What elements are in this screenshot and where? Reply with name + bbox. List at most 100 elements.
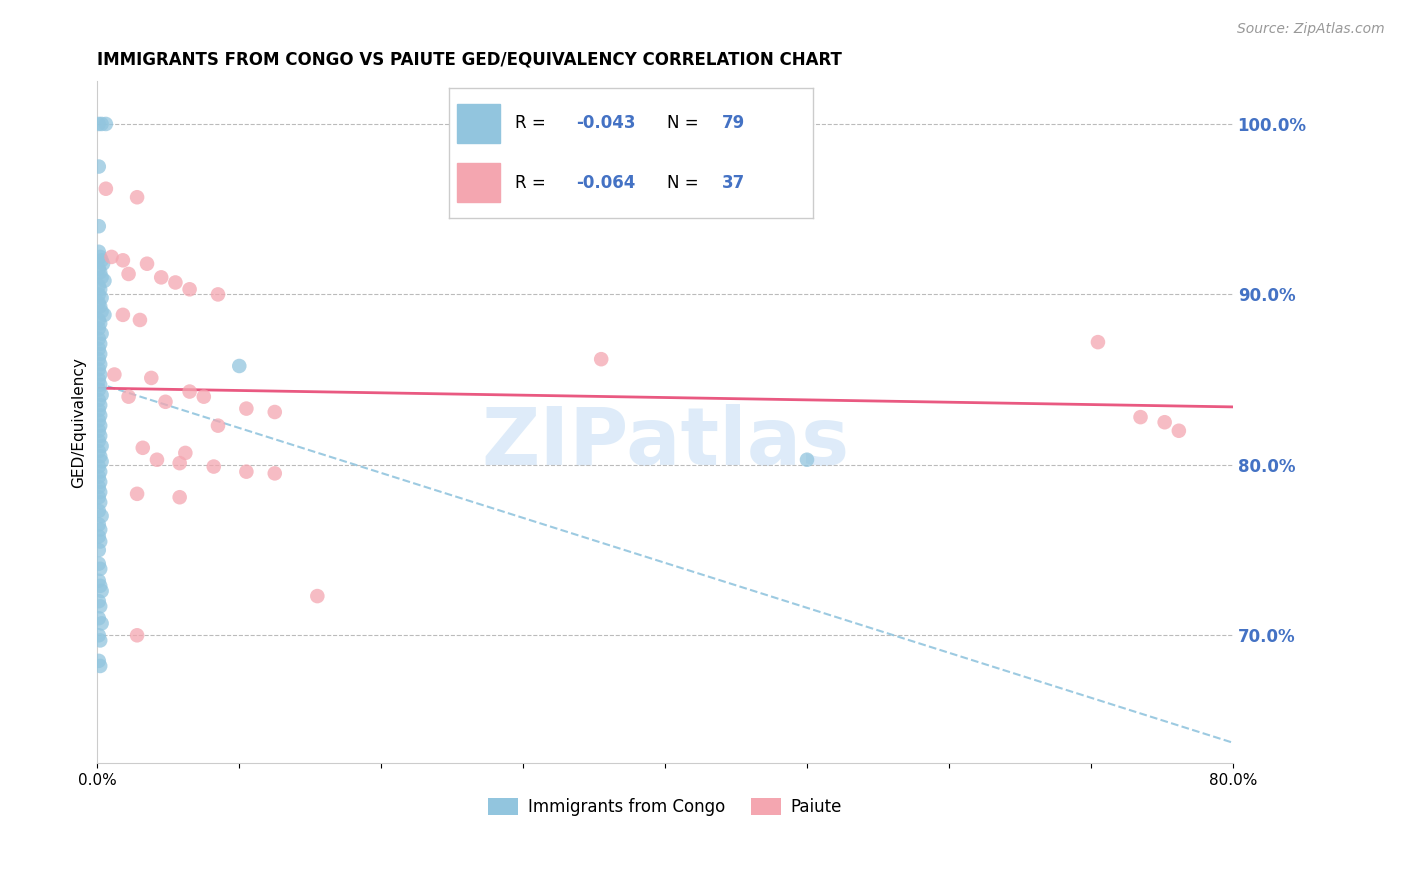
Point bbox=[87, 413, 110, 427]
Point bbox=[796, 452, 818, 467]
Point bbox=[87, 219, 110, 234]
Point bbox=[150, 270, 173, 285]
Point bbox=[193, 390, 215, 404]
Point bbox=[87, 654, 110, 668]
Point bbox=[94, 182, 117, 196]
Point bbox=[87, 611, 110, 625]
Point bbox=[169, 456, 191, 470]
Point bbox=[87, 117, 110, 131]
Point bbox=[87, 352, 110, 367]
Point bbox=[90, 253, 112, 268]
Y-axis label: GED/Equivalency: GED/Equivalency bbox=[72, 357, 86, 488]
Point bbox=[89, 265, 111, 279]
Point bbox=[87, 393, 110, 408]
Point bbox=[89, 377, 111, 392]
Point bbox=[90, 616, 112, 631]
Point bbox=[87, 373, 110, 387]
Point bbox=[87, 424, 110, 438]
Point bbox=[90, 454, 112, 468]
Point bbox=[117, 267, 139, 281]
Point bbox=[89, 562, 111, 576]
Point bbox=[111, 253, 134, 268]
Point bbox=[87, 261, 110, 276]
Point bbox=[89, 347, 111, 361]
Point bbox=[87, 504, 110, 518]
Point bbox=[90, 291, 112, 305]
Point bbox=[89, 299, 111, 313]
Point bbox=[111, 308, 134, 322]
Point bbox=[87, 342, 110, 356]
Point bbox=[179, 282, 201, 296]
Point bbox=[87, 321, 110, 335]
Point bbox=[89, 485, 111, 500]
Point bbox=[169, 490, 191, 504]
Point bbox=[136, 257, 159, 271]
Point bbox=[89, 317, 111, 331]
Point bbox=[165, 276, 187, 290]
Point bbox=[87, 287, 110, 301]
Point bbox=[90, 584, 112, 599]
Point bbox=[1167, 424, 1189, 438]
Point bbox=[94, 117, 117, 131]
Point bbox=[132, 441, 155, 455]
Point bbox=[90, 388, 112, 402]
Point bbox=[89, 409, 111, 423]
Point bbox=[87, 434, 110, 448]
Point bbox=[179, 384, 201, 399]
Point bbox=[87, 470, 110, 484]
Point bbox=[141, 371, 163, 385]
Point bbox=[155, 394, 177, 409]
Point bbox=[93, 274, 115, 288]
Point bbox=[89, 429, 111, 443]
Point bbox=[103, 368, 125, 382]
Point bbox=[89, 357, 111, 371]
Text: Source: ZipAtlas.com: Source: ZipAtlas.com bbox=[1237, 22, 1385, 37]
Point bbox=[89, 495, 111, 509]
Legend: Immigrants from Congo, Paiute: Immigrants from Congo, Paiute bbox=[482, 791, 849, 823]
Point bbox=[87, 517, 110, 532]
Text: ZIPatlas: ZIPatlas bbox=[481, 404, 849, 482]
Point bbox=[87, 480, 110, 494]
Point bbox=[591, 352, 613, 367]
Point bbox=[1153, 415, 1175, 429]
Point bbox=[90, 439, 112, 453]
Point bbox=[87, 160, 110, 174]
Point bbox=[87, 557, 110, 571]
Point bbox=[91, 257, 114, 271]
Point bbox=[87, 628, 110, 642]
Point bbox=[89, 250, 111, 264]
Point bbox=[89, 523, 111, 537]
Point bbox=[89, 659, 111, 673]
Point bbox=[89, 633, 111, 648]
Point bbox=[87, 403, 110, 417]
Point bbox=[87, 362, 110, 376]
Point bbox=[90, 270, 112, 285]
Point bbox=[89, 418, 111, 433]
Point bbox=[207, 287, 229, 301]
Point bbox=[89, 450, 111, 464]
Point bbox=[90, 326, 112, 341]
Text: IMMIGRANTS FROM CONGO VS PAIUTE GED/EQUIVALENCY CORRELATION CHART: IMMIGRANTS FROM CONGO VS PAIUTE GED/EQUI… bbox=[97, 51, 842, 69]
Point bbox=[89, 599, 111, 614]
Point bbox=[263, 467, 285, 481]
Point bbox=[89, 465, 111, 479]
Point bbox=[202, 459, 225, 474]
Point bbox=[90, 304, 112, 318]
Point bbox=[129, 313, 152, 327]
Point bbox=[90, 508, 112, 523]
Point bbox=[1087, 335, 1109, 350]
Point bbox=[89, 282, 111, 296]
Point bbox=[207, 418, 229, 433]
Point bbox=[90, 117, 112, 131]
Point bbox=[127, 487, 149, 501]
Point bbox=[87, 444, 110, 458]
Point bbox=[263, 405, 285, 419]
Point bbox=[87, 278, 110, 293]
Point bbox=[235, 465, 257, 479]
Point bbox=[89, 475, 111, 489]
Point bbox=[117, 390, 139, 404]
Point bbox=[87, 490, 110, 504]
Point bbox=[87, 313, 110, 327]
Point bbox=[174, 446, 197, 460]
Point bbox=[87, 244, 110, 259]
